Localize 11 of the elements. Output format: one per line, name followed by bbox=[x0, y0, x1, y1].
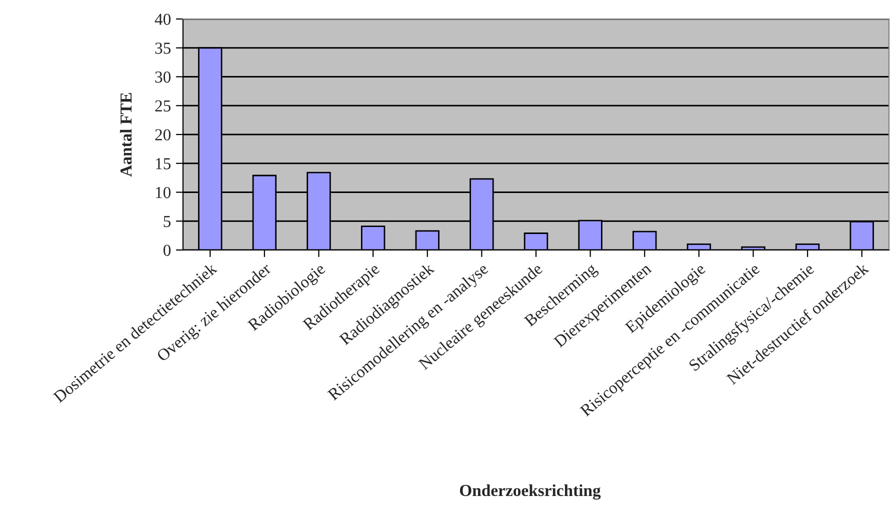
y-tick-label: 5 bbox=[164, 216, 171, 228]
y-tick-label: 0 bbox=[163, 244, 171, 256]
y-axis-title: Aantal FTE bbox=[120, 92, 132, 177]
y-tick-label: 10 bbox=[156, 186, 171, 198]
y-tick-label: 35 bbox=[155, 42, 171, 54]
y-tick-label: 15 bbox=[156, 158, 171, 170]
y-tick-label: 40 bbox=[154, 14, 171, 25]
y-tick-label: 25 bbox=[155, 100, 171, 112]
x-axis-title: Onderzoeksrichting bbox=[460, 484, 601, 500]
y-tick-label: 30 bbox=[155, 71, 171, 83]
y-tick-label: 20 bbox=[155, 129, 171, 140]
